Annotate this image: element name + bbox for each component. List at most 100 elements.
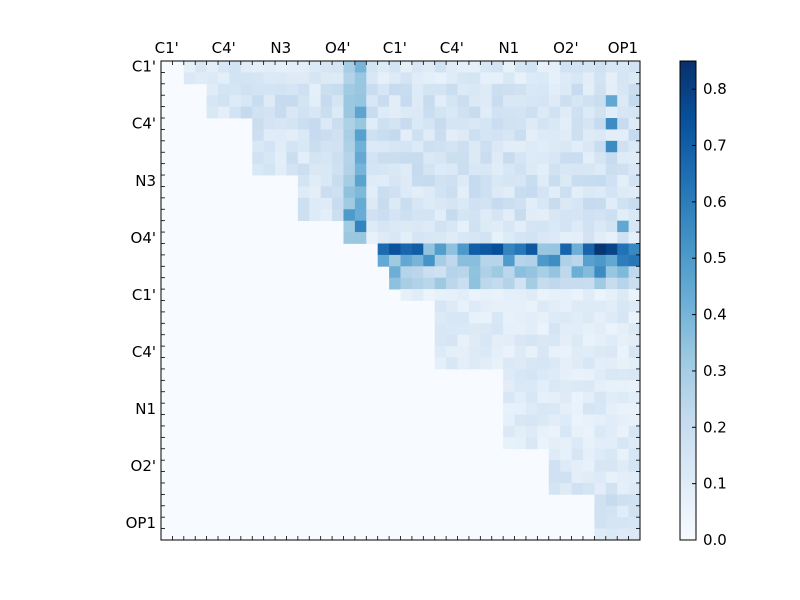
heatmap-cell (400, 277, 413, 290)
heatmap-cell (617, 106, 629, 119)
heatmap-cell (480, 311, 493, 324)
heatmap-cell (571, 425, 584, 438)
heatmap-cell (309, 209, 322, 222)
heatmap-cell (582, 311, 595, 324)
colorbar-tick-labels: 0.0 0.1 0.2 0.3 0.4 0.5 0.6 0.7 0.8 (703, 80, 727, 549)
heatmap-cell (275, 106, 287, 119)
heatmap-cell (480, 61, 493, 73)
heatmap-cell (468, 61, 481, 73)
heatmap-cell (548, 83, 561, 96)
heatmap-cell (537, 95, 550, 108)
heatmap-cell (605, 425, 618, 438)
heatmap-cell (411, 254, 424, 267)
heatmap-cell (582, 471, 595, 484)
heatmap-cell (617, 61, 629, 73)
heatmap-cell (218, 83, 230, 96)
heatmap-cell (582, 289, 595, 301)
heatmap-cell (457, 175, 470, 187)
heatmap-cell (560, 300, 572, 313)
heatmap-cell (537, 61, 550, 73)
heatmap-cell (457, 163, 470, 176)
heatmap-cell (434, 186, 447, 199)
heatmap-cell (389, 277, 401, 290)
heatmap-cell (423, 152, 436, 165)
heatmap-cell (446, 72, 458, 85)
heatmap-cell (571, 118, 584, 130)
heatmap-cell (252, 118, 265, 130)
heatmap-cell (468, 209, 481, 222)
heatmap-cell (400, 61, 413, 73)
heatmap-cell (434, 163, 447, 176)
heatmap-cell (423, 186, 436, 199)
colorbar-tick-label: 0.1 (703, 475, 727, 493)
heatmap-cell (457, 197, 470, 210)
heatmap-cell (594, 368, 607, 381)
heatmap-cell (571, 403, 584, 415)
heatmap-cell (389, 129, 401, 142)
heatmap-cell (297, 152, 310, 165)
heatmap-cell (560, 403, 572, 415)
heatmap-cell (411, 186, 424, 199)
heatmap-cell (605, 106, 618, 119)
heatmap-cell (628, 460, 641, 472)
heatmap-cell (423, 83, 436, 96)
heatmap-cell (560, 232, 572, 244)
heatmap-cell (594, 140, 607, 153)
heatmap-cell (571, 277, 584, 290)
heatmap-cell (400, 209, 413, 222)
heatmap-cell (560, 118, 572, 130)
heatmap-cell (480, 346, 493, 358)
heatmap-cell (571, 460, 584, 472)
heatmap-cell (548, 368, 561, 381)
heatmap-cell (354, 152, 367, 165)
heatmap-cell (503, 266, 515, 279)
heatmap-cell (514, 118, 527, 130)
heatmap-cell (582, 391, 595, 404)
heatmap-cell (183, 61, 196, 73)
heatmap-cell (560, 414, 572, 427)
heatmap-cell (560, 425, 572, 438)
heatmap-cell (605, 232, 618, 244)
heatmap-cell (628, 254, 641, 267)
heatmap-cell (457, 357, 470, 370)
heatmap-cell (332, 95, 344, 108)
heatmap-cell (389, 175, 401, 187)
x-tick-label: O2' (553, 39, 578, 57)
heatmap-cell (263, 72, 276, 85)
heatmap-cell (468, 323, 481, 336)
heatmap-cell (548, 448, 561, 461)
heatmap-cell (628, 448, 641, 461)
heatmap-cell (332, 106, 344, 119)
heatmap-cell (377, 118, 390, 130)
heatmap-cell (491, 152, 504, 165)
heatmap-cell (537, 437, 550, 450)
heatmap-cell (354, 129, 367, 142)
heatmap-cell (617, 471, 629, 484)
heatmap-cell (628, 277, 641, 290)
heatmap-cell (491, 72, 504, 85)
heatmap-cell (480, 277, 493, 290)
heatmap-cell (354, 232, 367, 244)
heatmap-cell (548, 254, 561, 267)
heatmap-cell (560, 175, 572, 187)
heatmap-cell (377, 254, 390, 267)
heatmap-cell (366, 163, 379, 176)
heatmap-cell (605, 403, 618, 415)
heatmap-cell (252, 152, 265, 165)
colorbar-tick-label: 0.3 (703, 362, 727, 380)
heatmap-cell (480, 118, 493, 130)
heatmap-cell (320, 175, 333, 187)
heatmap-cell (434, 197, 447, 210)
heatmap-cell (480, 209, 493, 222)
heatmap-cell (582, 368, 595, 381)
heatmap-cell (503, 425, 515, 438)
heatmap-cell (628, 368, 641, 381)
heatmap-cell (423, 72, 436, 85)
heatmap-cell (343, 232, 356, 244)
heatmap-cell (582, 209, 595, 222)
heatmap-cell (594, 95, 607, 108)
heatmap-cell (571, 437, 584, 450)
heatmap-cell (571, 197, 584, 210)
heatmap-cell (389, 209, 401, 222)
heatmap-cell (480, 72, 493, 85)
